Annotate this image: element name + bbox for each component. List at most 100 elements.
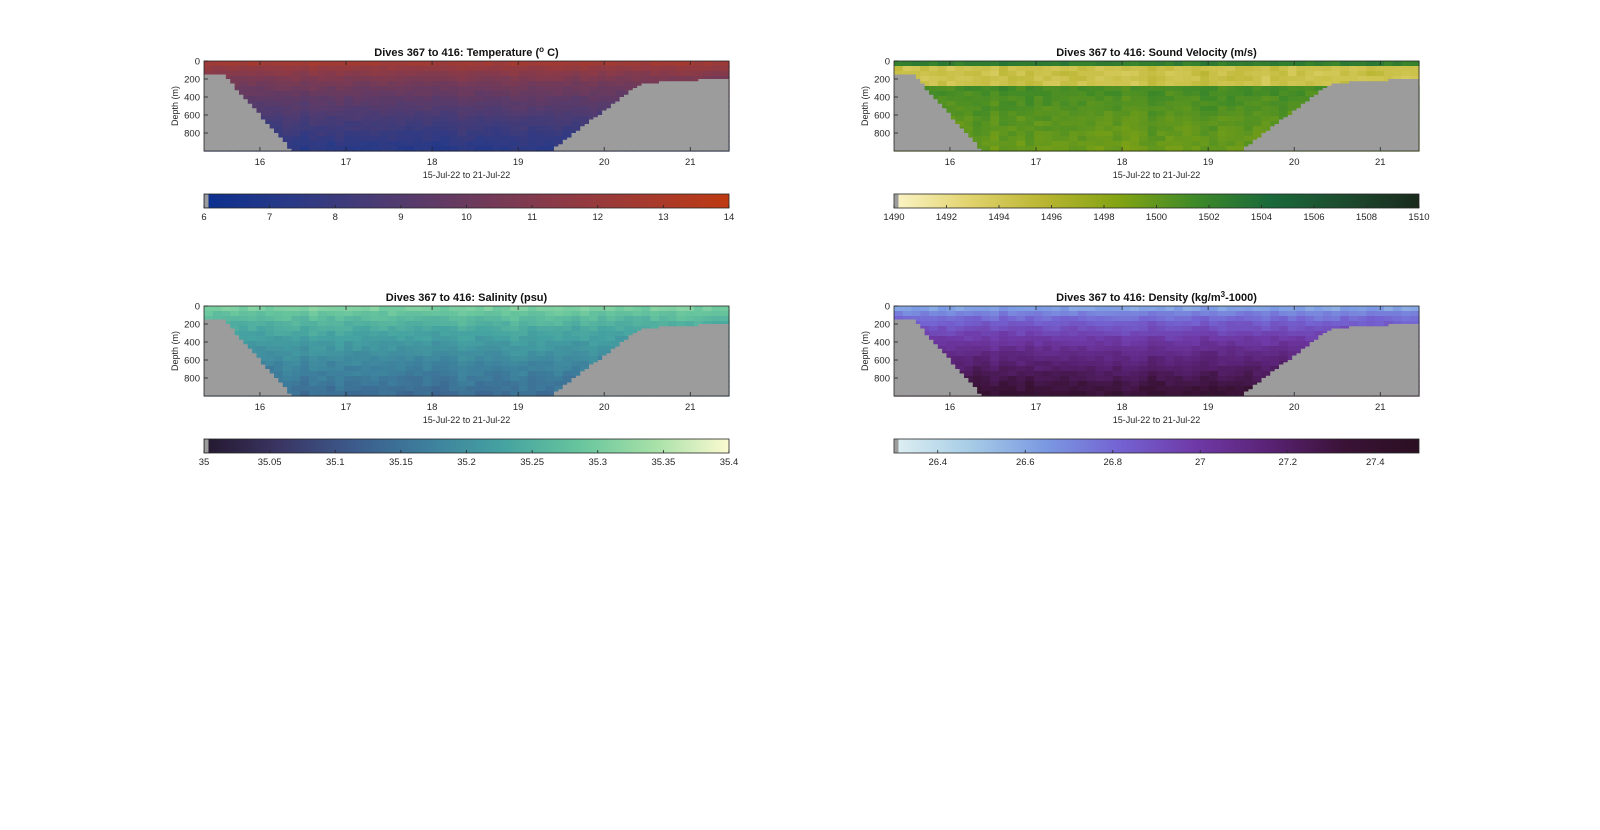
heatmap-cell: [466, 66, 476, 72]
heatmap-cell: [615, 321, 625, 327]
salinity-panel: Dives 367 to 416: Salinity (psu) 0 200 400 6…: [160, 285, 760, 485]
heatmap-cell: [274, 311, 284, 317]
heatmap-cell: [1287, 81, 1298, 87]
heatmap-cell: [247, 326, 258, 332]
heatmap-cell: [964, 81, 974, 87]
heatmap-cell: [1042, 386, 1053, 392]
heatmap-cell: [1226, 341, 1236, 347]
heatmap-cell: [1139, 71, 1149, 77]
heatmap-cell: [545, 131, 555, 137]
heatmap-cell: [510, 381, 520, 387]
heatmap-cell: [396, 371, 406, 377]
heatmap-cell: [387, 106, 398, 112]
heatmap-cell: [221, 316, 231, 322]
heatmap-cell: [1392, 76, 1403, 82]
heatmap-cell: [580, 366, 590, 372]
heatmap-cell: [1226, 361, 1236, 367]
x-tick-label: 18: [427, 157, 438, 168]
heatmap-cell: [1209, 136, 1219, 142]
heatmap-cell: [1200, 316, 1210, 322]
heatmap-cell: [247, 86, 258, 92]
heatmap-cell: [519, 116, 529, 122]
heatmap-cell: [1174, 61, 1184, 67]
heatmap-cell: [659, 66, 669, 72]
heatmap-cell: [955, 111, 965, 117]
heatmap-cell: [1069, 371, 1079, 377]
heatmap-cell: [1086, 391, 1096, 397]
heatmap-cell: [1191, 351, 1201, 357]
x-tick-label: 16: [255, 157, 266, 168]
heatmap-cell: [335, 101, 345, 107]
heatmap-cell: [291, 86, 301, 92]
heatmap-cell: [1060, 141, 1070, 147]
heatmap-cell: [256, 76, 266, 82]
heatmap-cell: [405, 326, 415, 332]
heatmap-cell: [1112, 371, 1123, 377]
heatmap-cell: [1287, 91, 1298, 97]
heatmap-cell: [972, 91, 983, 97]
heatmap-cell: [239, 316, 249, 322]
heatmap-cell: [457, 101, 468, 107]
heatmap-cell: [1121, 86, 1131, 92]
heatmap-cell: [972, 361, 983, 367]
heatmap-cell: [1174, 101, 1184, 107]
heatmap-cell: [536, 106, 546, 112]
heatmap-cell: [230, 71, 240, 77]
heatmap-cell: [466, 96, 476, 102]
heatmap-cell: [1252, 331, 1263, 337]
heatmap-cell: [1130, 126, 1140, 132]
heatmap-cell: [1139, 121, 1149, 127]
heatmap-cell: [1156, 86, 1166, 92]
heatmap-cell: [492, 126, 503, 132]
heatmap-cell: [449, 141, 459, 147]
heatmap-cell: [1174, 346, 1184, 352]
heatmap-cell: [405, 146, 415, 152]
heatmap-cell: [519, 141, 529, 147]
heatmap-cell: [326, 356, 336, 362]
heatmap-cell: [326, 131, 336, 137]
heatmap-cell: [981, 131, 991, 137]
heatmap-cell: [239, 66, 249, 72]
heatmap-cell: [1235, 76, 1245, 82]
heatmap-cell: [554, 76, 564, 82]
heatmap-cell: [624, 311, 634, 317]
heatmap-cell: [352, 326, 363, 332]
heatmap-cell: [702, 311, 713, 317]
heatmap-cell: [720, 306, 730, 312]
y-tick-label: 0: [885, 57, 890, 68]
heatmap-cell: [422, 61, 433, 67]
heatmap-cell: [999, 306, 1009, 312]
heatmap-cell: [1077, 141, 1088, 147]
heatmap-cell: [1147, 326, 1158, 332]
heatmap-cell: [1112, 66, 1123, 72]
heatmap-cell: [685, 316, 695, 322]
heatmap-cell: [1182, 311, 1193, 317]
heatmap-cell: [1182, 386, 1193, 392]
heatmap-cell: [414, 71, 424, 77]
heatmap-cell: [396, 111, 406, 117]
heatmap-cell: [1051, 316, 1061, 322]
heatmap-cell: [1261, 331, 1271, 337]
heatmap-cell: [1095, 376, 1105, 382]
heatmap-cell: [1007, 96, 1018, 102]
colorbar-tick-label: 12: [592, 212, 603, 223]
heatmap-cell: [1051, 341, 1061, 347]
heatmap-cell: [247, 346, 258, 352]
heatmap-cell: [239, 336, 249, 342]
heatmap-cell: [466, 321, 476, 327]
heatmap-cell: [335, 311, 345, 317]
heatmap-cell: [1217, 376, 1228, 382]
heatmap-cell: [920, 81, 930, 87]
heatmap-cell: [527, 311, 538, 317]
heatmap-cell: [300, 366, 310, 372]
x-tick-label: 20: [599, 157, 610, 168]
heatmap-cell: [300, 116, 310, 122]
heatmap-cell: [964, 111, 974, 117]
heatmap-cell: [352, 341, 363, 347]
heatmap-cell: [1226, 76, 1236, 82]
heatmap-cell: [422, 356, 433, 362]
heatmap-cell: [1086, 376, 1096, 382]
heatmap-cell: [1401, 71, 1411, 77]
heatmap-cell: [379, 91, 389, 97]
heatmap-cell: [929, 96, 939, 102]
